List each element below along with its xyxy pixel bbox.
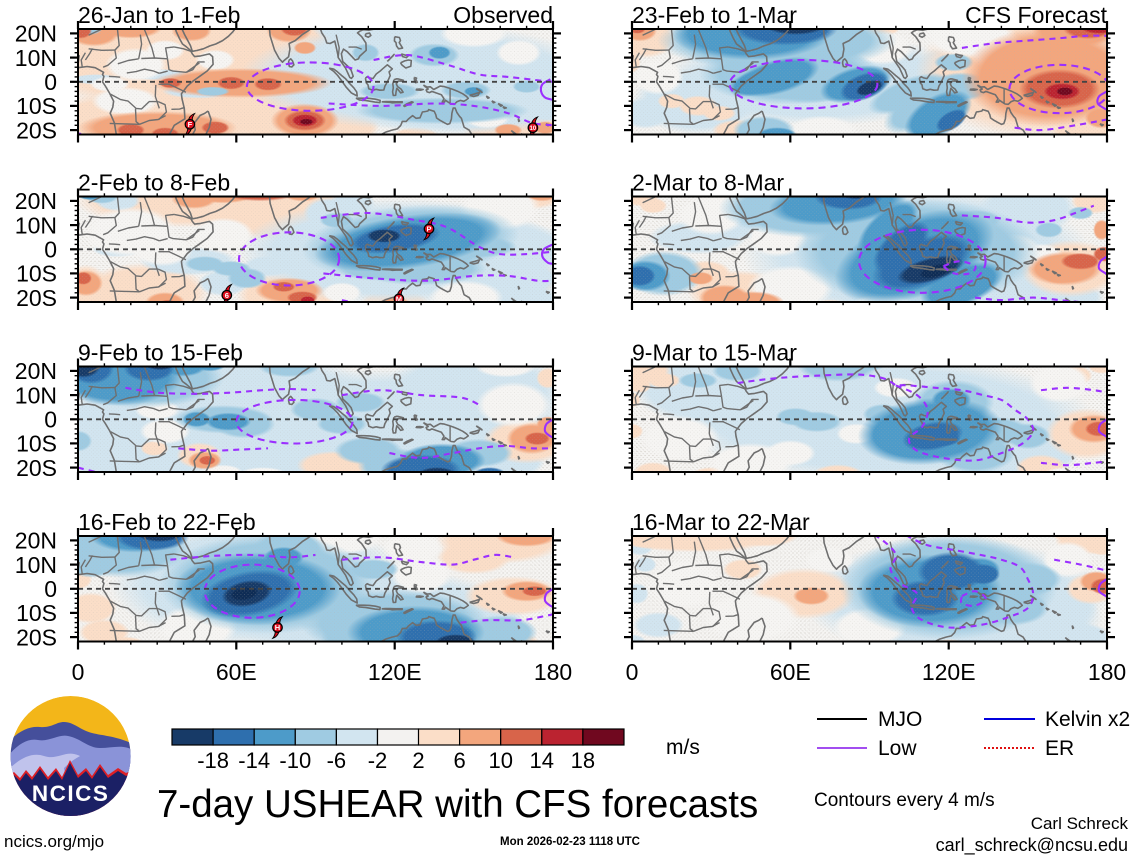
svg-text:10N: 10N [15, 382, 57, 408]
svg-text:10S: 10S [16, 261, 57, 287]
svg-text:2-Mar to 8-Mar: 2-Mar to 8-Mar [632, 170, 784, 196]
svg-text:20N: 20N [15, 358, 57, 384]
svg-text:Low: Low [878, 737, 917, 760]
svg-text:10N: 10N [15, 45, 57, 71]
svg-text:9-Mar to 15-Mar: 9-Mar to 15-Mar [632, 340, 797, 366]
svg-text:carl_schreck@ncsu.edu: carl_schreck@ncsu.edu [936, 835, 1128, 856]
svg-text:10N: 10N [15, 552, 57, 578]
svg-text:0: 0 [44, 407, 57, 433]
svg-text:2-Feb to 8-Feb: 2-Feb to 8-Feb [78, 170, 230, 196]
svg-text:20S: 20S [16, 624, 57, 650]
svg-text:-2: -2 [368, 748, 388, 773]
svg-text:Observed: Observed [453, 2, 553, 28]
svg-text:Mon 2026-02-23 1118 UTC: Mon 2026-02-23 1118 UTC [500, 836, 640, 848]
svg-text:10S: 10S [16, 431, 57, 457]
svg-text:0: 0 [72, 659, 85, 685]
svg-text:26-Jan to 1-Feb: 26-Jan to 1-Feb [78, 2, 240, 28]
svg-text:10S: 10S [16, 93, 57, 119]
svg-text:23-Feb to 1-Mar: 23-Feb to 1-Mar [632, 2, 797, 28]
svg-text:18: 18 [571, 748, 595, 773]
svg-text:10: 10 [488, 748, 512, 773]
svg-text:Contours every 4 m/s: Contours every 4 m/s [814, 790, 995, 811]
svg-text:0: 0 [44, 576, 57, 602]
svg-text:10: 10 [530, 126, 537, 132]
svg-text:7-day USHEAR with CFS forecast: 7-day USHEAR with CFS forecasts [157, 783, 758, 826]
svg-text:MJO: MJO [878, 708, 922, 731]
svg-text:Carl Schreck: Carl Schreck [1031, 814, 1129, 833]
svg-text:60E: 60E [216, 659, 257, 685]
svg-text:0: 0 [44, 237, 57, 263]
svg-text:P: P [426, 225, 431, 234]
svg-text:14: 14 [530, 748, 554, 773]
svg-text:0: 0 [44, 69, 57, 95]
svg-text:F: F [188, 120, 193, 129]
svg-text:20N: 20N [15, 528, 57, 554]
svg-text:ncics.org/mjo: ncics.org/mjo [4, 832, 104, 851]
svg-text:2: 2 [412, 748, 424, 773]
svg-text:120E: 120E [922, 659, 976, 685]
svg-text:Kelvin x2: Kelvin x2 [1045, 708, 1130, 731]
svg-text:-14: -14 [238, 748, 270, 773]
svg-text:ER: ER [1045, 737, 1074, 760]
svg-text:180: 180 [1088, 659, 1126, 685]
svg-text:10N: 10N [15, 212, 57, 238]
svg-text:CFS Forecast: CFS Forecast [965, 2, 1107, 28]
svg-text:60E: 60E [770, 659, 811, 685]
svg-text:0: 0 [626, 659, 639, 685]
svg-text:-18: -18 [197, 748, 229, 773]
svg-text:20S: 20S [16, 117, 57, 143]
svg-text:120E: 120E [368, 659, 422, 685]
svg-text:180: 180 [534, 659, 572, 685]
svg-text:6: 6 [453, 748, 465, 773]
svg-text:6: 6 [225, 291, 229, 300]
svg-text:20N: 20N [15, 21, 57, 47]
svg-text:-10: -10 [279, 748, 311, 773]
svg-text:9-Feb to 15-Feb: 9-Feb to 15-Feb [78, 340, 243, 366]
svg-text:20S: 20S [16, 455, 57, 481]
svg-text:16-Feb to 22-Feb: 16-Feb to 22-Feb [78, 509, 256, 535]
svg-text:m/s: m/s [666, 736, 700, 759]
svg-text:16-Mar to 22-Mar: 16-Mar to 22-Mar [632, 509, 810, 535]
svg-text:20N: 20N [15, 188, 57, 214]
svg-text:20S: 20S [16, 285, 57, 311]
svg-text:10S: 10S [16, 600, 57, 626]
svg-text:H: H [275, 623, 280, 632]
svg-text:NCICS: NCICS [32, 781, 110, 806]
svg-text:-6: -6 [327, 748, 347, 773]
